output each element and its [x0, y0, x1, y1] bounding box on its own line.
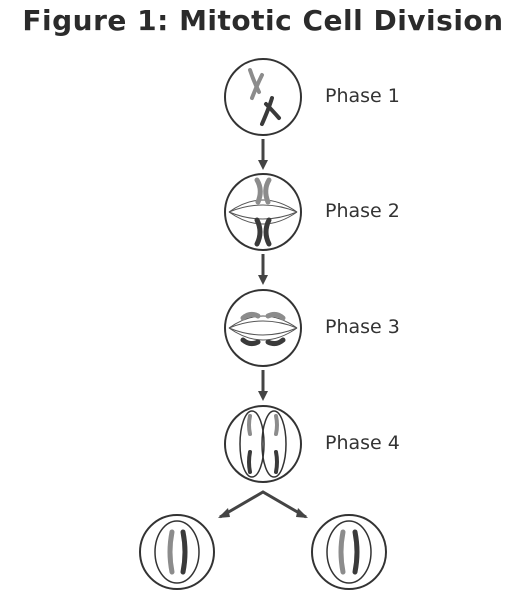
nucleus-right — [261, 410, 287, 478]
arrowhead-right-icon — [296, 508, 308, 518]
phase-4-cell — [224, 405, 302, 483]
phase-1-cell — [224, 58, 302, 136]
chromosome-dark — [180, 529, 188, 575]
cell-membrane — [224, 289, 302, 367]
split-arrows — [219, 490, 307, 519]
chromosome-dark — [247, 450, 252, 474]
cell-membrane — [139, 514, 215, 590]
phase-2-cell — [224, 173, 302, 251]
chromosome-light — [247, 414, 252, 436]
figure-title: Figure 1: Mitotic Cell Division — [22, 4, 504, 37]
daughter-cell-left — [139, 514, 215, 590]
cell-membrane — [224, 405, 302, 483]
chromosome-dark — [352, 529, 360, 575]
cell-membrane — [224, 58, 302, 136]
chromosome-light — [167, 529, 175, 575]
chromosome-light — [254, 177, 272, 205]
chromosome-light — [338, 529, 346, 575]
nucleus — [154, 520, 200, 584]
nucleus — [326, 520, 372, 584]
arrowhead-left-icon — [218, 508, 230, 518]
spindle-fibers — [228, 199, 298, 225]
cell-membrane — [224, 173, 302, 251]
chromosome-dark — [274, 450, 279, 474]
chromosome-dark — [254, 217, 272, 247]
daughter-cell-right — [311, 514, 387, 590]
phase-4-label: Phase 4 — [325, 432, 400, 454]
nucleus-left — [239, 410, 265, 478]
phase-3-cell — [224, 289, 302, 367]
chromatids-dark — [240, 337, 286, 347]
phase-1-label: Phase 1 — [325, 85, 400, 107]
chromosome-light — [248, 68, 264, 100]
phase-3-label: Phase 3 — [325, 316, 400, 338]
cell-membrane — [311, 514, 387, 590]
phase-2-label: Phase 2 — [325, 200, 400, 222]
chromosome-dark — [260, 96, 281, 126]
chromatids-light — [240, 311, 286, 321]
spindle-fibers — [228, 315, 298, 341]
chromosome-light — [274, 414, 279, 436]
